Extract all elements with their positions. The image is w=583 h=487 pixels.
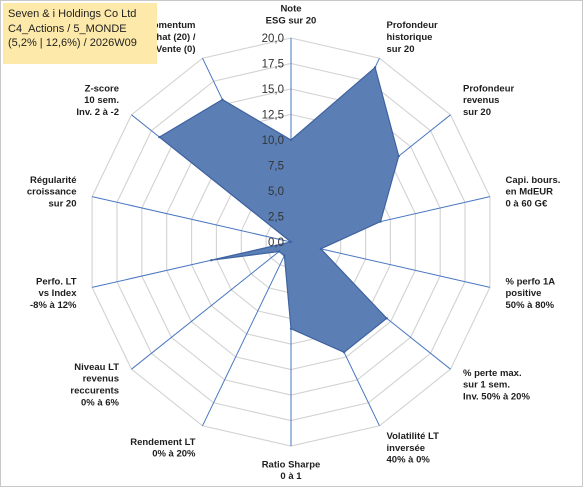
axis-label: Profondeur revenus sur 20 (463, 83, 514, 118)
axis-label: % perfo 1A positive 50% à 80% (506, 276, 556, 311)
data-points (158, 66, 400, 354)
tick-label: 7,5 (268, 161, 284, 173)
tick-label: 12,5 (262, 110, 284, 122)
axis-label: Volatilité LT inversée 40% à 0% (387, 431, 440, 466)
company-name: Seven & i Holdings Co Ltd (8, 8, 137, 20)
data-point (221, 98, 224, 101)
data-point (319, 247, 322, 250)
axis-labels: Note ESG sur 20 Profondeur historique sur 20… (27, 4, 561, 482)
data-point (289, 327, 293, 330)
radial-ticks: 0,0 2,5 5,0 7,5 10,0 12,5 15,0 17,5 20,0 (262, 33, 284, 249)
axis-label: Momentum Achat (20) / Vente (0) (144, 20, 196, 55)
tick-label: 5,0 (268, 186, 284, 198)
data-point (283, 254, 286, 257)
tick-label: 10,0 (262, 135, 284, 147)
axis-label: Capi. bours. en MdEUR 0 à 60 G€ (506, 175, 561, 210)
portfolio-category: C4_Actions / 5_MONDE (8, 22, 127, 35)
data-point (277, 250, 281, 253)
tick-label: 15,0 (262, 84, 284, 96)
performance-period: (5,2% | 12,6%) / 2026W09 (8, 37, 137, 49)
tick-label: 2,5 (268, 212, 284, 224)
data-point (379, 220, 382, 223)
axis-spoke (131, 241, 292, 370)
axis-label: Ratio Sharpe 0 à 1 (262, 459, 321, 482)
chart-title-box: Seven & i Holdings Co Ltd C4_Actions / 5… (3, 3, 157, 64)
axis-label: Perfo. LT vs Index -8% à 12% (30, 276, 77, 311)
data-point (289, 240, 293, 244)
axis-spoke (91, 196, 292, 243)
data-point (373, 66, 377, 69)
axis-label: Note ESG sur 20 (266, 4, 317, 27)
data-point (397, 154, 400, 158)
axis-label: Niveau LT revenus reccurents 0% à 6% (70, 362, 119, 408)
data-point (210, 259, 213, 262)
axis-label: Régularité croissance sur 20 (27, 175, 77, 210)
axis-label: Rendement LT 0% à 20% (130, 437, 196, 460)
data-point (158, 135, 161, 139)
tick-label: 20,0 (262, 33, 284, 45)
tick-label: 0,0 (268, 237, 284, 249)
axis-label: Z-score 10 sem. Inv. 2 à -2 (76, 83, 119, 118)
axis-label: % perte max. sur 1 sem. Inv. 50% à 20% (463, 368, 530, 403)
data-point (289, 138, 293, 142)
tick-label: 17,5 (262, 59, 284, 71)
data-point (342, 351, 346, 354)
axis-label: Profondeur historique sur 20 (387, 20, 438, 55)
axis-spoke (202, 241, 292, 427)
data-point (385, 317, 388, 320)
axis-spoke (290, 241, 491, 288)
